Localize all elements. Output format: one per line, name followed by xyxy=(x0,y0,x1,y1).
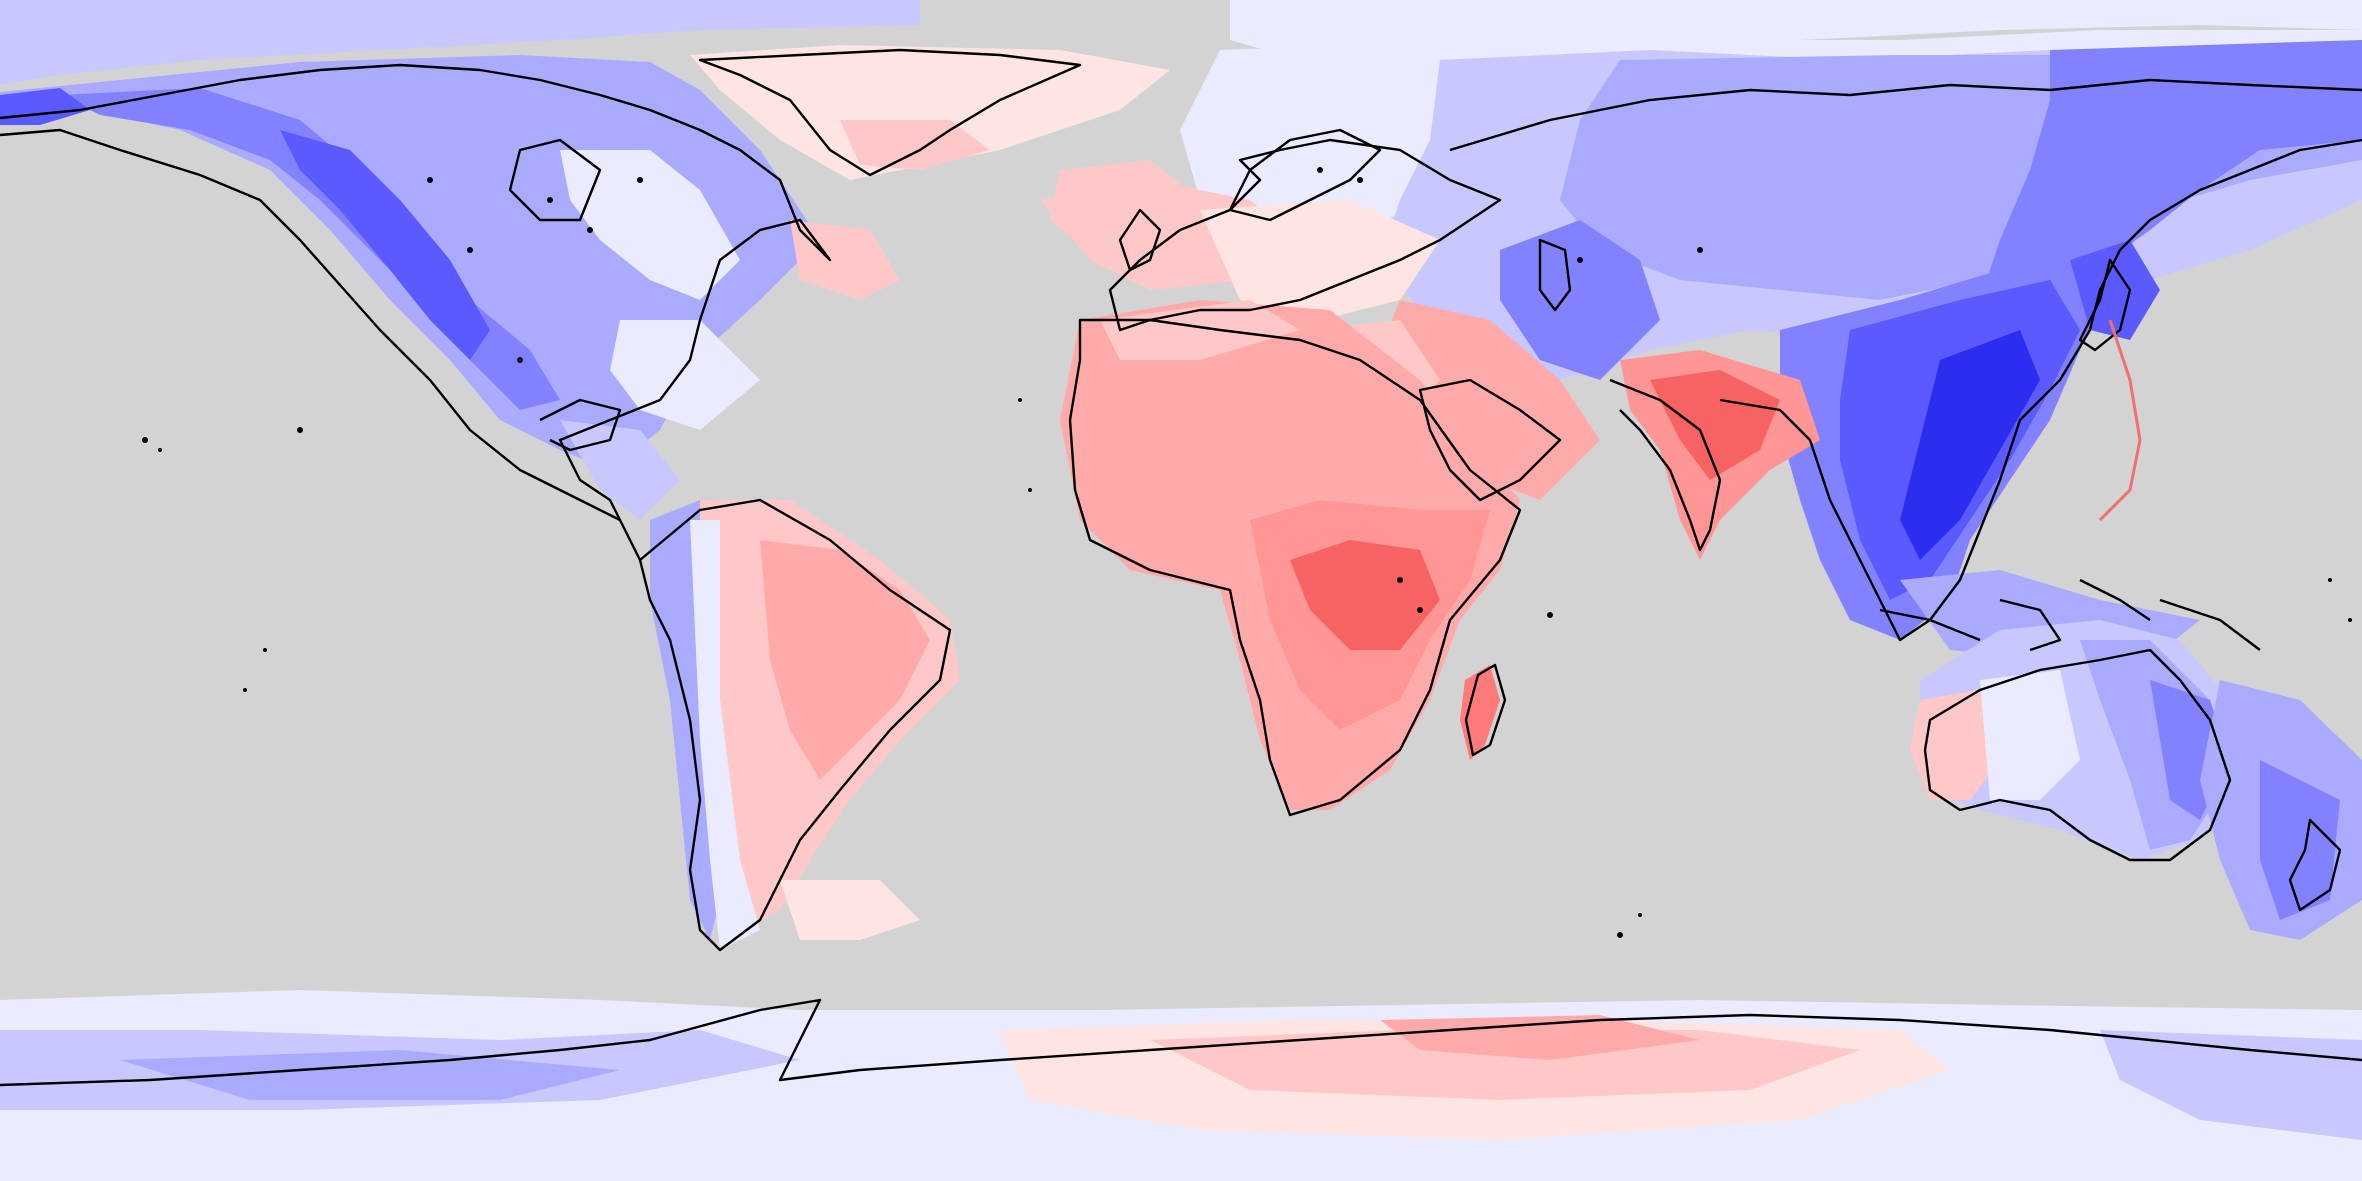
trench-fringe xyxy=(2098,319,2142,522)
coastline-south-america xyxy=(638,498,952,952)
coastline-new-zealand xyxy=(2288,818,2342,912)
coastline-scandinavia xyxy=(1228,128,1382,222)
region-north-america xyxy=(0,55,820,520)
coastline-caspian xyxy=(1538,238,1572,312)
coastline-madagascar xyxy=(1464,663,1507,757)
coastline-india xyxy=(1609,378,1811,552)
coastline-greenland xyxy=(698,48,1082,177)
islands-and-lakes xyxy=(142,167,2352,938)
coastline-arabia xyxy=(1418,378,1562,502)
coastline-east-asia xyxy=(1808,138,2362,642)
coastline-gulf-of-mexico xyxy=(539,398,622,452)
coastlines xyxy=(0,48,2362,1087)
coastline-hudson-bay xyxy=(508,138,602,222)
region-east-asia xyxy=(1780,240,2200,660)
coastline-indonesia xyxy=(1879,578,2261,652)
coastline-antarctica xyxy=(0,998,2362,1087)
coastline-british-isles xyxy=(1118,208,1162,272)
coastline-japan xyxy=(2078,258,2132,352)
coastline-europe xyxy=(1108,138,1502,332)
coastline-siberia xyxy=(1449,78,2362,152)
region-africa xyxy=(1060,300,1520,810)
coastline-australia xyxy=(1923,648,2232,862)
coastline-africa xyxy=(1068,318,1522,817)
region-antarctica xyxy=(0,990,2362,1181)
region-south-america xyxy=(650,500,960,950)
region-eurasia xyxy=(1040,30,2362,380)
